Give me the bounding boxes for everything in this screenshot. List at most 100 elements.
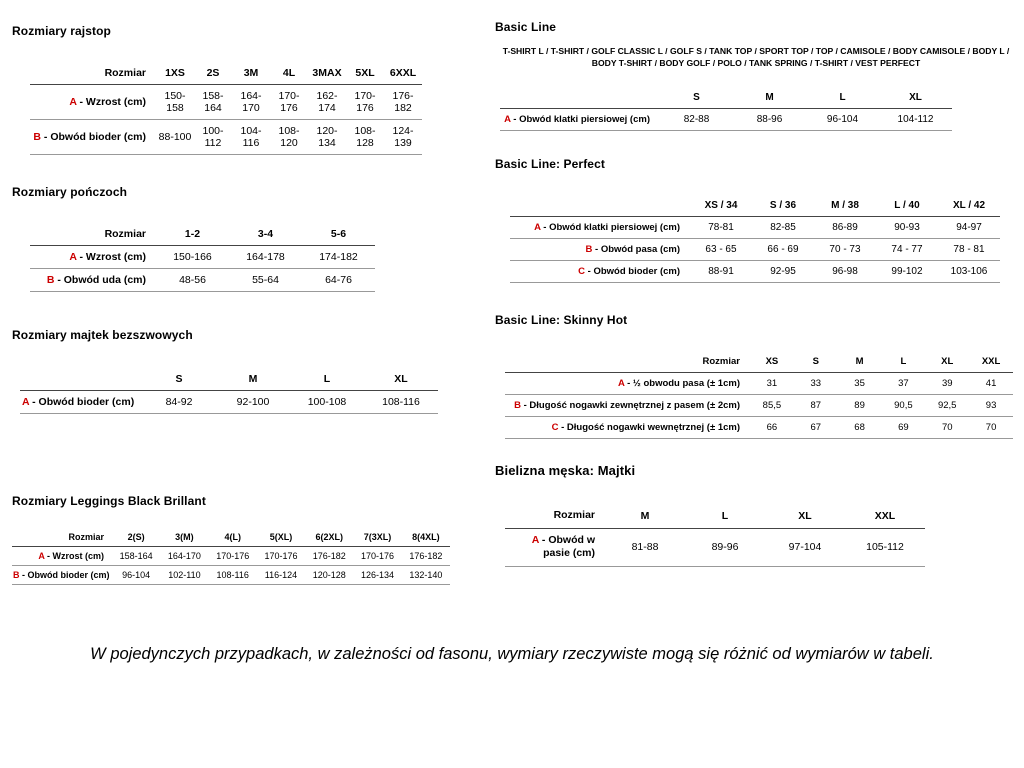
row-label-text: - Długość nogawki wewnętrznej (± 1cm) xyxy=(561,422,740,434)
table-row: A - Obwód klatki piersiowej (cm) 82-88 88-… xyxy=(500,109,952,131)
row-label-text: - Wzrost (cm) xyxy=(79,251,147,263)
row-prefix: A xyxy=(531,533,539,546)
value-cell: 82-85 xyxy=(770,222,796,234)
left-column: Rozmiary rajstop Rozmiar 1XS 2S 3M 4L 3MAX 5XL 6… xyxy=(12,24,472,615)
value-cell: 68 xyxy=(854,422,865,434)
value-cell: 176-182 xyxy=(392,90,414,114)
value-cell: 174-182 xyxy=(319,251,358,263)
column-header: L xyxy=(839,92,846,104)
column-header: XL xyxy=(798,510,812,522)
column-header: 2(S) xyxy=(127,532,145,542)
row-label: C - Obwód bioder (cm) xyxy=(510,261,690,283)
value-cell: 126-134 xyxy=(361,570,395,580)
section-title: Rozmiary majtek bezszwowych xyxy=(12,328,193,342)
column-header: 6(2XL) xyxy=(315,532,344,542)
table-header-row: Rozmiar 2(S) 3(M) 4(L) 5(XL) 6(2XL) 7(3XL) 8(4X… xyxy=(12,528,450,547)
row-prefix: B xyxy=(46,274,55,286)
value-cell: 88-100 xyxy=(158,131,192,143)
value-cell: 150-166 xyxy=(173,251,212,263)
value-cell: 39 xyxy=(941,378,953,390)
footer-note: W pojedynczych przypadkach, w zależności… xyxy=(90,645,934,663)
row-label: A - Obwód bioder (cm) xyxy=(20,391,142,414)
row-label-text: - Wzrost (cm) xyxy=(47,551,104,561)
table-row: B - Obwód bioder (cm) 88-100 100-112 104-11… xyxy=(30,120,422,155)
value-cell: 48-56 xyxy=(179,274,206,286)
value-cell: 93 xyxy=(985,400,997,412)
value-cell: 63 - 65 xyxy=(705,244,737,256)
value-cell: 84-92 xyxy=(165,396,193,408)
value-cell: 85,5 xyxy=(762,400,782,412)
row-prefix: B xyxy=(585,244,593,256)
table-header-row: Rozmiar 1-2 3-4 5-6 xyxy=(30,223,375,246)
value-cell: 170-176 xyxy=(361,551,395,561)
column-header: M xyxy=(248,373,258,385)
row-label: A - Wzrost (cm) xyxy=(30,85,156,120)
row-label: A - Obwód klatki piersiowej (cm) xyxy=(510,217,690,239)
table-row: A - Wzrost (cm) 150-166 164-178 174-182 xyxy=(30,246,375,269)
row-prefix: B xyxy=(514,400,521,412)
row-label-text: - Obwód bioder (cm) xyxy=(587,266,680,278)
value-cell: 87 xyxy=(810,400,822,412)
row-label: B - Obwód bioder (cm) xyxy=(12,566,112,585)
column-header: XL xyxy=(941,356,954,368)
size-header-label xyxy=(500,87,660,109)
size-header-label: Rozmiar xyxy=(553,509,595,522)
size-table: Rozmiar XS S M L XL XXL A - ½ obwodu pasa (± 1c… xyxy=(505,351,1013,439)
column-header: M xyxy=(765,92,774,104)
row-label: B - Długość nogawki zewnętrznej z pasem … xyxy=(505,395,750,417)
table-header-row: Rozmiar M L XL XXL xyxy=(505,504,925,529)
row-label: C - Długość nogawki wewnętrznej (± 1cm) xyxy=(505,417,750,439)
value-cell: 31 xyxy=(766,378,778,390)
value-cell: 105-112 xyxy=(866,541,904,554)
value-cell: 99-102 xyxy=(891,266,923,278)
value-cell: 41 xyxy=(985,378,997,390)
table-row: C - Długość nogawki wewnętrznej (± 1cm) 6… xyxy=(505,417,1013,439)
table-row: B - Obwód uda (cm) 48-56 55-64 64-76 xyxy=(30,269,375,292)
size-header-label: Rozmiar xyxy=(702,356,740,368)
column-header: 4(L) xyxy=(224,532,241,542)
value-cell: 100-108 xyxy=(307,396,347,408)
value-cell: 170-176 xyxy=(354,90,376,114)
column-header: M / 38 xyxy=(831,200,859,212)
row-prefix: B xyxy=(33,131,41,143)
value-cell: 158-164 xyxy=(119,551,153,561)
size-header-label xyxy=(20,368,142,391)
column-header: XXL xyxy=(981,356,1001,368)
section-title: Rozmiary rajstop xyxy=(12,24,111,38)
row-label-text: - Wzrost (cm) xyxy=(79,96,147,108)
section-title: Bielizna męska: Majtki xyxy=(495,463,636,479)
size-table: Rozmiar 1XS 2S 3M 4L 3MAX 5XL 6XXL A - Wzrost (c… xyxy=(30,62,422,155)
column-header: S / 36 xyxy=(769,200,797,212)
row-label-text: - Obwód bioder (cm) xyxy=(32,396,135,408)
value-cell: 64-76 xyxy=(325,274,352,286)
value-cell: 150-158 xyxy=(164,90,186,114)
table-row: A - Obwód klatki piersiowej (cm) 78-81 82-… xyxy=(510,217,1000,239)
row-label: A - ½ obwodu pasa (± 1cm) xyxy=(505,373,750,395)
value-cell: 78-81 xyxy=(708,222,734,234)
value-cell: 162-174 xyxy=(316,90,338,114)
value-cell: 92-100 xyxy=(236,396,270,408)
value-cell: 90,5 xyxy=(894,400,913,412)
row-prefix: C xyxy=(551,422,559,434)
value-cell: 176-182 xyxy=(312,551,346,561)
row-prefix: A xyxy=(22,396,30,408)
column-header: 2S xyxy=(206,67,220,79)
row-label-text: - ½ obwodu pasa (± 1cm) xyxy=(627,378,740,390)
size-header-label: Rozmiar xyxy=(68,532,104,542)
value-cell: 124-139 xyxy=(392,125,414,149)
section-title: Rozmiary pończoch xyxy=(12,185,128,199)
size-header-label: Rozmiar xyxy=(104,67,146,79)
section-majtki-meskie: Bielizna męska: Majtki Rozmiar M L XL XXL A - … xyxy=(495,463,1017,567)
value-cell: 90-93 xyxy=(894,222,920,234)
table-row: B - Obwód bioder (cm) 96-104 102-110 108-11… xyxy=(12,566,450,585)
row-prefix: A xyxy=(504,114,511,126)
value-cell: 70 xyxy=(941,422,953,434)
table-header-row: Rozmiar 1XS 2S 3M 4L 3MAX 5XL 6XXL xyxy=(30,62,422,85)
value-cell: 108-128 xyxy=(354,125,376,149)
column-header: 4L xyxy=(282,67,296,79)
table-row: C - Obwód bioder (cm) 88-91 92-95 96-98 99-1… xyxy=(510,261,1000,283)
value-cell: 164-178 xyxy=(246,251,285,263)
row-label-text: - Obwód bioder (cm) xyxy=(43,131,146,143)
value-cell: 170-176 xyxy=(216,551,250,561)
value-cell: 108-116 xyxy=(382,396,420,408)
